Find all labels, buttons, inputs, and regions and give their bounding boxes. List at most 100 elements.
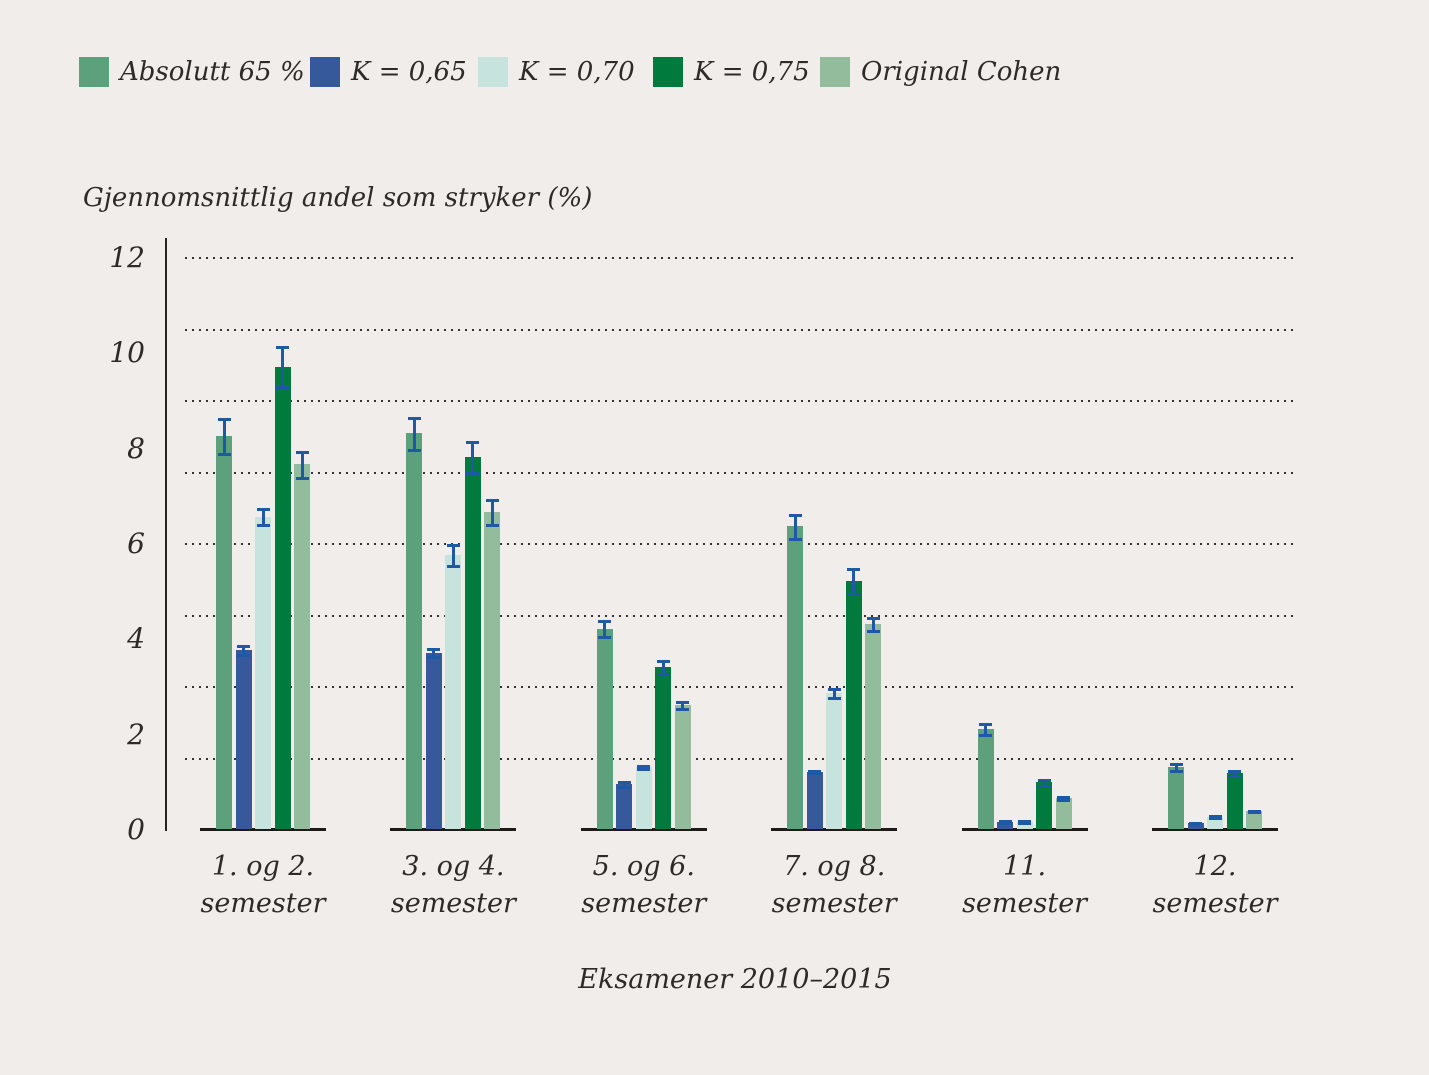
error-bar-cap-top [866,617,880,621]
error-bar-cap-top [847,567,861,571]
error-bar-cap-bottom [656,672,670,676]
error-bar-line [281,346,284,390]
bar-original-cohen [294,464,310,829]
error-bar-cap-top [827,688,841,692]
x-axis-title: Eksamener 2010–2015 [578,964,892,995]
bar-k-0-65 [616,783,633,829]
legend-item-original-cohen: Original Cohen [820,57,1061,87]
error-bar-k-0-65 [998,820,1012,826]
gridline [185,257,1295,260]
y-tick-label: 0 [127,813,145,846]
x-category-line: 3. og 4. [402,851,505,882]
error-bar-cap-top [656,660,670,664]
x-category-line: semester [962,888,1088,919]
bar-original-cohen [865,624,882,829]
bar-k-0-70 [826,693,843,829]
error-bar-cap-bottom [217,452,231,456]
error-bar-k-0-70 [1018,820,1032,826]
error-bar-cap-bottom [466,472,480,476]
error-bar-original-cohen [295,451,309,480]
x-category-label: 1. og 2. semester [168,848,358,922]
group-baseline [1152,828,1278,831]
gridline [185,328,1295,331]
legend-item-k-075: K = 0,75 [653,57,810,87]
legend-item-k-065: K = 0,65 [310,57,467,87]
error-bar-absolutt-65 [598,620,612,640]
error-bar-cap-bottom [998,822,1012,826]
bar-absolutt-65 [596,628,613,829]
error-bar-k-0-75 [847,567,861,597]
plot-area: 12 10 8 6 4 2 0 [109,238,1305,844]
bar-absolutt-65 [216,435,232,829]
error-bar-cap-top [998,820,1012,824]
error-bar-original-cohen [1247,809,1261,815]
y-tick-label: 12 [109,241,145,275]
error-bar-cap-top [598,620,612,624]
gridline [185,686,1295,689]
error-bar-cap-top [1169,763,1183,767]
bar-k-0-65 [1187,822,1204,829]
error-bar-cap-bottom [1228,775,1241,779]
error-bar-k-0-70 [637,765,651,771]
bar-k-0-70 [445,554,462,829]
y-tick-label: 2 [127,717,145,751]
error-bar-line [451,544,455,568]
bar-k-0-75 [1036,782,1053,829]
error-bar-cap-top [276,346,289,350]
error-bar-line [793,513,797,541]
error-bar-cap-bottom [1169,769,1183,773]
bar-k-0-75 [845,581,862,829]
x-category-line: semester [390,888,516,919]
legend-label: K = 0,75 [694,57,810,87]
error-bar-absolutt-65 [407,416,421,453]
error-bar-cap-top [407,416,421,420]
x-category-line: 7. og 8. [783,851,886,882]
error-bar-line [603,620,607,640]
legend-item-k-070: K = 0,70 [478,57,635,87]
x-category-line: 5. og 6. [592,851,695,882]
error-bar-cap-bottom [808,772,822,776]
error-bar-line [984,723,988,737]
error-bar-line [412,416,416,453]
error-bar-line [1042,778,1046,789]
error-bar-line [1174,763,1178,773]
error-bar-cap-bottom [1018,822,1032,826]
error-bar-cap-bottom [407,449,421,453]
legend-label: Original Cohen [861,57,1062,87]
error-bar-cap-bottom [617,785,631,789]
error-bar-cap-top [217,417,231,421]
error-bar-cap-bottom [1057,798,1071,802]
x-category-line: semester [581,888,707,919]
error-bar-cap-bottom [847,593,861,597]
x-category-label: 11. semester [930,848,1120,922]
bar-absolutt-65 [977,728,994,829]
error-bar-k-0-65 [1189,821,1202,826]
x-category-line: 12. [1193,851,1237,882]
bar-k-0-65 [806,771,823,829]
error-bar-line [852,567,856,597]
gridline [185,614,1295,617]
error-bar-k-0-65 [237,645,250,658]
bar-absolutt-65 [406,433,423,829]
x-category-line: semester [1152,888,1278,919]
bar-k-0-70 [255,516,271,829]
bar-k-0-65 [235,650,252,829]
error-bar-cap-top [295,451,309,455]
error-bar-cap-bottom [1208,817,1222,820]
error-bar-k-0-70 [446,544,460,568]
y-axis-line [165,238,167,831]
x-category-line: 1. og 2. [211,851,315,882]
error-bar-cap-bottom [598,636,612,640]
error-bar-cap-top [637,765,651,769]
legend-swatch-k-065 [310,57,340,87]
error-bar-cap-bottom [1037,785,1051,789]
error-bar-cap-top [1018,820,1032,824]
error-bar-k-0-70 [256,508,270,528]
y-tick-label: 8 [127,431,145,465]
error-bar-k-0-75 [1228,770,1241,779]
error-bar-k-0-70 [827,688,841,700]
error-bar-original-cohen [1057,796,1071,802]
error-bar-cap-top [237,645,250,649]
error-bar-line [300,451,304,480]
y-tick-label: 6 [127,527,145,561]
